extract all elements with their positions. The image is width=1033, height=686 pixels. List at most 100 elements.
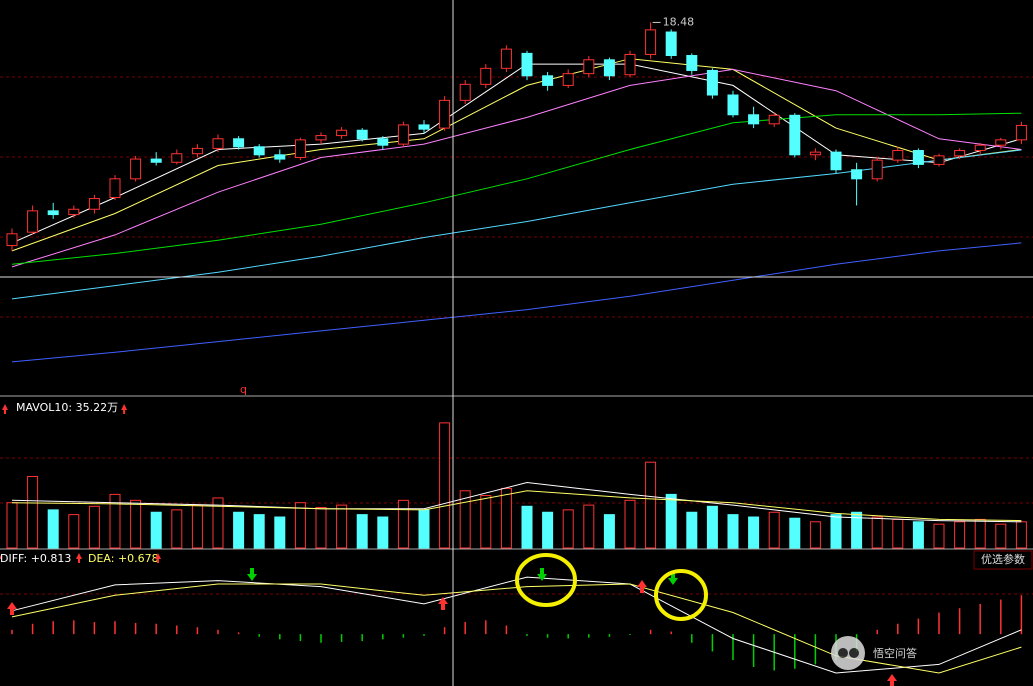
volume-bar: [233, 511, 245, 549]
volume-bar: [974, 518, 986, 549]
volume-bar: [1015, 521, 1027, 549]
arrow-icon: [76, 553, 82, 563]
volume-bar: [624, 499, 636, 549]
volume-bar: [336, 504, 348, 549]
high-label: 18.48: [663, 15, 695, 28]
candle-body: [768, 114, 780, 125]
volume-bar: [356, 514, 368, 549]
candle-body: [253, 146, 265, 156]
volume-bar: [480, 495, 492, 549]
volume-bar: [686, 511, 698, 549]
candle-body: [459, 83, 471, 101]
candle-body: [109, 178, 121, 198]
volume-bar: [109, 493, 121, 549]
dea-label: DEA: +0.678: [88, 552, 159, 565]
candle-body: [995, 139, 1007, 146]
volume-bar: [809, 521, 821, 549]
volume-bar: [27, 476, 39, 549]
volume-bar: [995, 523, 1007, 549]
volume-bar: [6, 502, 18, 549]
candle-body: [27, 210, 39, 233]
volume-bar: [500, 487, 512, 549]
candle-body: [233, 138, 245, 148]
candle-body: [892, 150, 904, 161]
candle-body: [727, 94, 739, 116]
candle-body: [624, 53, 636, 76]
param-button[interactable]: 优选参数: [981, 552, 1025, 566]
volume-bar: [542, 511, 554, 549]
volume-bar: [954, 521, 966, 549]
candle-body: [47, 210, 59, 216]
average-line: [11, 490, 1022, 522]
volume-bar: [706, 505, 718, 549]
average-line: [11, 481, 1022, 523]
candle-body: [336, 129, 348, 137]
volume-bar: [830, 514, 842, 549]
arrow-icon: [121, 404, 128, 414]
candle-body: [418, 124, 430, 130]
volume-bar: [583, 504, 595, 549]
volume-bar: [789, 517, 801, 549]
volume-bar: [768, 511, 780, 549]
volume-bar: [88, 505, 100, 549]
volume-bar: [130, 499, 142, 549]
candle-body: [397, 124, 409, 145]
volume-bar: [459, 490, 471, 549]
candle-body: [933, 155, 945, 165]
candle-body: [377, 138, 389, 146]
candle-body: [789, 114, 801, 156]
arrow-icon: [2, 404, 8, 414]
candle-body: [6, 233, 18, 247]
volume-bar: [933, 523, 945, 549]
volume-title: MAVOL10: 35.22万: [16, 401, 118, 414]
volume-bar: [150, 511, 162, 549]
candle-body: [871, 159, 883, 180]
candle-body: [954, 150, 966, 157]
param-button-box[interactable]: [973, 550, 1033, 570]
candle-body: [562, 73, 574, 86]
volume-bar: [727, 514, 739, 549]
candle-body: [686, 55, 698, 71]
candle-body: [150, 158, 162, 163]
arrow-icon: [155, 553, 161, 563]
candle-body: [645, 29, 657, 55]
average-line: [11, 583, 1022, 674]
volume-bar: [439, 422, 451, 549]
volume-bar: [665, 493, 677, 549]
arrow-icon: [0, 555, 2, 563]
candle-body: [603, 59, 615, 77]
candle-body: [830, 151, 842, 171]
candle-body: [542, 75, 554, 86]
candle-body: [583, 59, 595, 75]
candle-body: [212, 138, 224, 149]
volume-bar: [171, 509, 183, 549]
average-line: [11, 576, 1022, 674]
diff-label: DIFF: +0.813: [0, 552, 71, 565]
highlight-circle: [515, 553, 577, 607]
volume-bar: [603, 514, 615, 549]
candle-body: [171, 153, 183, 163]
volume-bar: [521, 505, 533, 549]
volume-bar: [418, 509, 430, 549]
annotation: q: [240, 383, 247, 396]
volume-bar: [191, 504, 203, 549]
candle-body: [706, 69, 718, 96]
volume-bar: [377, 516, 389, 549]
volume-bar: [892, 518, 904, 549]
volume-bar: [912, 521, 924, 549]
candle-body: [315, 135, 327, 141]
candle-body: [68, 208, 80, 216]
candle-body: [294, 139, 306, 158]
average-line: [11, 242, 1022, 363]
volume-bar: [274, 516, 286, 549]
average-line: [11, 68, 1022, 268]
candle-body: [88, 198, 100, 210]
candle-body: [130, 158, 142, 180]
volume-bar: [748, 516, 760, 549]
highlight-circle: [654, 569, 708, 621]
candle-body: [851, 169, 863, 180]
candle-body: [748, 114, 760, 125]
candle-body: [191, 147, 203, 155]
average-line: [11, 58, 1022, 252]
